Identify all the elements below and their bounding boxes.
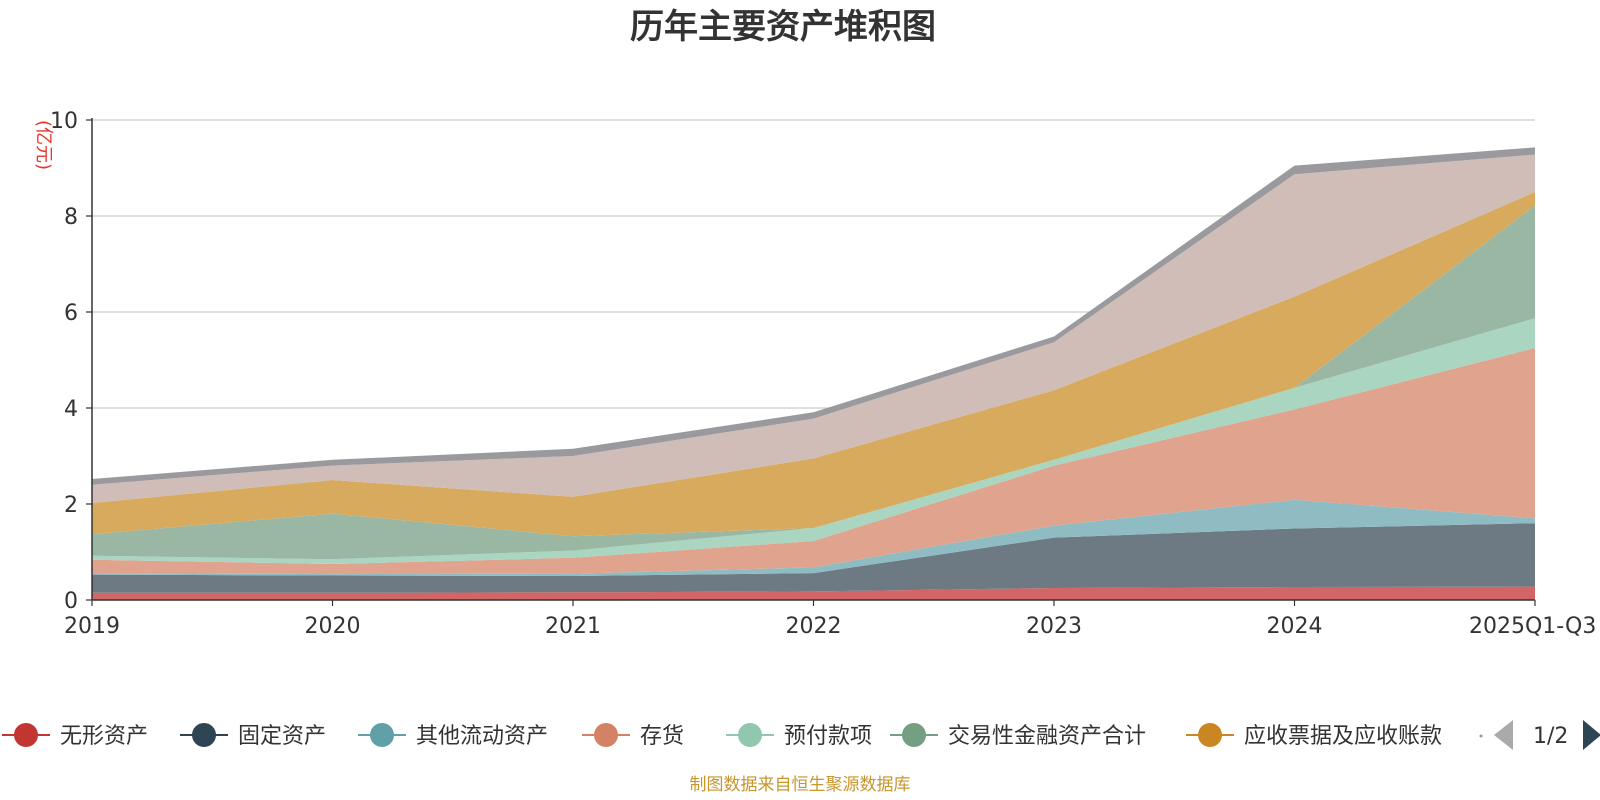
legend-marker-1	[14, 723, 38, 747]
legend-label-5: 预付款项	[784, 724, 872, 749]
legend-label-4: 存货	[640, 724, 684, 749]
legend-label-7: 应收票据及应收账款	[1244, 724, 1442, 749]
x-tick-label-1: 2020	[305, 614, 361, 639]
legend-marker-6	[902, 723, 926, 747]
chart-title: 历年主要资产堆积图	[630, 7, 936, 47]
area-3	[92, 499, 1535, 576]
legend-item-3[interactable]: 其他流动资产	[358, 723, 548, 749]
area-series	[92, 147, 1535, 600]
y-tick-label-5: 10	[50, 109, 78, 134]
legend-label-3: 其他流动资产	[416, 724, 548, 749]
legend-item-5[interactable]: 预付款项	[726, 723, 872, 749]
legend-item-6[interactable]: 交易性金融资产合计	[890, 723, 1146, 749]
area-1	[92, 586, 1535, 600]
legend-item-2[interactable]: 固定资产	[180, 723, 326, 749]
legend-item-7[interactable]: 应收票据及应收账款	[1186, 723, 1442, 749]
y-tick-label-2: 4	[64, 397, 78, 422]
x-tick-label-3: 2022	[786, 614, 842, 639]
x-tick-label-2: 2021	[545, 614, 601, 639]
x-tick-label-0: 2019	[64, 614, 120, 639]
legend-page-indicator: 1/2	[1533, 724, 1568, 749]
legend-overflow-dot	[1479, 734, 1483, 738]
axes: 0 2 4 6 8 10 2019 2020 2021 2022 2023 2024 2025Q1-Q3	[50, 109, 1596, 639]
area-2	[92, 523, 1535, 593]
y-tick-label-3: 6	[64, 301, 78, 326]
y-tick-label-1: 2	[64, 493, 78, 518]
area-7	[92, 192, 1535, 537]
legend-marker-2	[192, 723, 216, 747]
source-note: 制图数据来自恒生聚源数据库	[690, 775, 911, 795]
x-tick-label-6: 2025Q1-Q3	[1469, 614, 1596, 639]
legend-prev-arrow-icon[interactable]	[1494, 720, 1513, 750]
area-8	[92, 154, 1535, 503]
y-tick-label-0: 0	[64, 589, 78, 614]
legend-marker-3	[370, 723, 394, 747]
legend-next-arrow-icon[interactable]	[1583, 720, 1600, 750]
x-tick-label-5: 2024	[1267, 614, 1323, 639]
legend[interactable]: 无形资产 固定资产 其他流动资产 存货 预付款项 交易性金融资产合计 应收票据及应收账款 1/…	[2, 720, 1600, 750]
legend-label-1: 无形资产	[60, 724, 148, 749]
legend-marker-5	[738, 723, 762, 747]
y-tick-label-4: 8	[64, 205, 78, 230]
y-axis-unit: (亿元)	[33, 120, 54, 170]
legend-item-1[interactable]: 无形资产	[2, 723, 148, 749]
legend-item-4[interactable]: 存货	[582, 723, 684, 749]
area-9	[92, 147, 1535, 485]
area-6	[92, 205, 1535, 560]
legend-marker-7	[1198, 723, 1222, 747]
area-4	[92, 348, 1535, 575]
x-tick-label-4: 2023	[1026, 614, 1082, 639]
legend-label-2: 固定资产	[238, 724, 326, 749]
legend-label-6: 交易性金融资产合计	[948, 724, 1146, 749]
legend-marker-4	[594, 723, 618, 747]
